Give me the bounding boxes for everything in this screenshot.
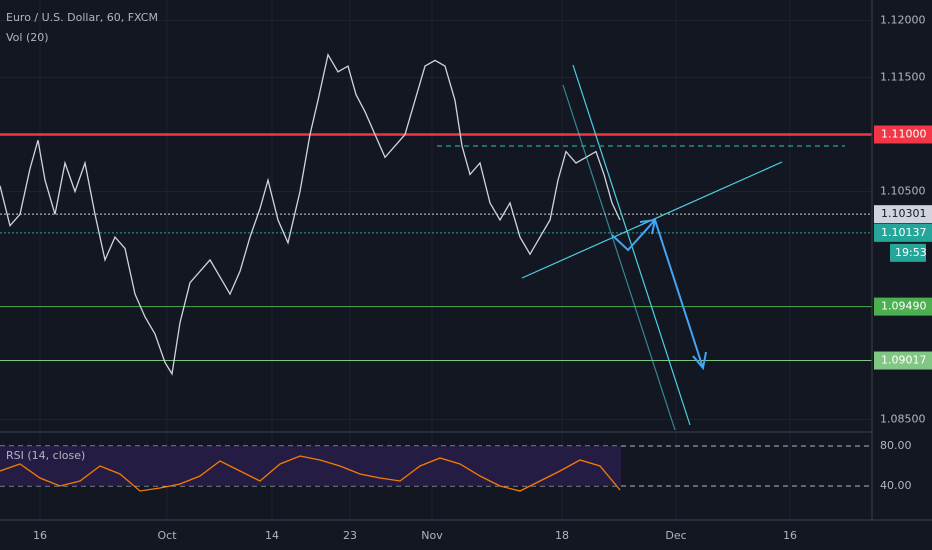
price-label: 1.11000: [881, 128, 927, 141]
price-label: 1.10137: [881, 226, 927, 239]
y-tick-label: 1.11500: [880, 71, 926, 84]
price-label: 1.09490: [881, 300, 927, 313]
grid: [0, 0, 872, 520]
labels: Euro / U.S. Dollar, 60, FXCM Vol (20) RS…: [6, 11, 932, 542]
y-tick-label: 1.12000: [880, 14, 926, 27]
chart-title: Euro / U.S. Dollar, 60, FXCM: [6, 11, 158, 24]
rsi-title: RSI (14, close): [6, 449, 85, 462]
volume-label: Vol (20): [6, 31, 49, 44]
price-label-box: [874, 297, 932, 316]
x-tick-label: 18: [555, 529, 569, 542]
y-tick-label: 1.10500: [880, 184, 926, 197]
x-tick-label: 16: [33, 529, 47, 542]
price-label-box: [874, 351, 932, 370]
channel-line: [562, 84, 676, 431]
y-tick-label: 80.00: [880, 439, 912, 452]
series-line: [0, 455, 621, 492]
x-tick-label: Nov: [421, 529, 443, 542]
x-tick-label: 23: [343, 529, 357, 542]
y-tick-label: 1.08500: [880, 412, 926, 425]
series-line: [0, 52, 621, 376]
marks: [0, 52, 872, 492]
x-tick-label: 14: [265, 529, 279, 542]
x-tick-label: Dec: [665, 529, 686, 542]
price-label: 1.09017: [881, 354, 927, 367]
rsi-band: [0, 446, 621, 486]
price-label-box: [874, 223, 932, 242]
y-tick-label: 40.00: [880, 479, 912, 492]
price-label-box: [874, 125, 932, 144]
countdown-box: [890, 243, 926, 262]
price-label-box: [874, 205, 932, 224]
countdown: 19:53: [895, 246, 927, 259]
price-label: 1.10301: [881, 207, 927, 220]
drawings: [0, 0, 932, 521]
arrow-head: [692, 351, 707, 371]
x-tick-label: 16: [783, 529, 797, 542]
arrow-path: [611, 218, 704, 369]
arrow-head: [639, 218, 657, 235]
x-tick-label: Oct: [157, 529, 177, 542]
